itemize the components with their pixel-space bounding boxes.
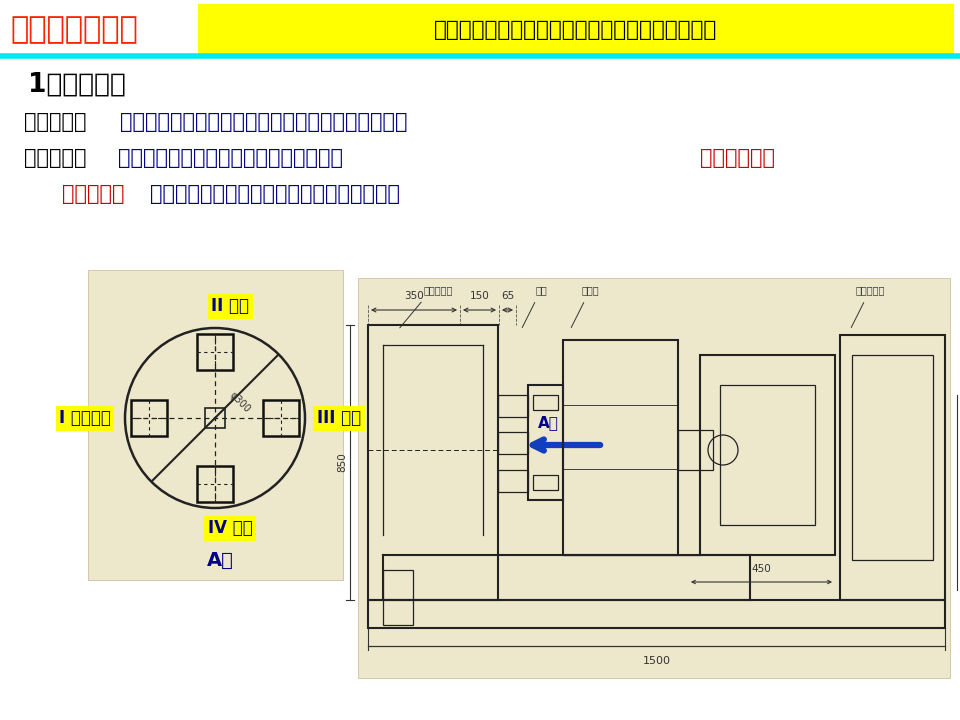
Text: 1、题目简介: 1、题目简介 <box>28 72 126 98</box>
Text: 150: 150 <box>469 291 490 301</box>
Text: III 扩孔: III 扩孔 <box>317 409 361 427</box>
Text: 装卸、钒孔、: 装卸、钒孔、 <box>700 148 775 168</box>
Text: 专用电动机: 专用电动机 <box>855 285 885 295</box>
Text: IV 钓孔: IV 钓孔 <box>207 519 252 537</box>
Text: I 装卸工件: I 装卸工件 <box>60 409 111 427</box>
Text: 回转工作台: 回转工作台 <box>423 285 453 295</box>
Bar <box>533 395 558 410</box>
Text: II 钒孔: II 钒孔 <box>211 297 249 315</box>
Text: φ300: φ300 <box>227 390 252 415</box>
Bar <box>852 355 933 560</box>
Bar <box>498 395 528 417</box>
Bar <box>88 270 343 580</box>
Text: 主轴笱往返一次，在四个工位上同时进行: 主轴笱往返一次，在四个工位上同时进行 <box>118 148 343 168</box>
Text: 专用机床的刁具进给机构和工作台转位机构的设计: 专用机床的刁具进给机构和工作台转位机构的设计 <box>434 20 718 40</box>
Text: 850: 850 <box>337 453 347 472</box>
Bar <box>840 335 945 600</box>
Bar <box>720 385 815 525</box>
Bar <box>197 466 233 502</box>
Bar <box>498 432 528 454</box>
Bar <box>198 4 954 54</box>
Bar <box>498 470 528 492</box>
Bar <box>563 340 678 555</box>
Text: 主轴笱进给机构、工作台转位与定位、主传动系统。: 主轴笱进给机构、工作台转位与定位、主传动系统。 <box>120 112 407 132</box>
Text: 机床构成：: 机床构成： <box>24 112 86 132</box>
Text: 65: 65 <box>501 291 515 301</box>
Bar <box>528 385 563 500</box>
Bar <box>678 430 713 470</box>
Bar <box>533 475 558 490</box>
Bar <box>197 334 233 370</box>
Bar <box>263 400 299 436</box>
Text: 工作原理：: 工作原理： <box>24 148 86 168</box>
Text: 主轴笱: 主轴笱 <box>581 285 599 295</box>
Text: 扩孔、钓孔: 扩孔、钓孔 <box>62 184 125 204</box>
Text: 350: 350 <box>404 291 424 301</box>
Bar <box>358 278 950 678</box>
Text: 450: 450 <box>752 564 772 574</box>
Text: A向: A向 <box>206 551 233 570</box>
Text: A向: A向 <box>538 415 559 431</box>
Bar <box>368 325 498 600</box>
Text: 二、设计题目：: 二、设计题目： <box>10 16 137 45</box>
Text: 1500: 1500 <box>642 656 670 666</box>
Bar <box>700 355 835 555</box>
Bar <box>368 600 945 628</box>
Bar <box>205 408 225 428</box>
Bar <box>383 570 413 625</box>
Text: 工作，工作台每转位一次完成一个工件加工。: 工作，工作台每转位一次完成一个工件加工。 <box>150 184 400 204</box>
Bar <box>131 400 167 436</box>
Text: 工件: 工件 <box>535 285 547 295</box>
